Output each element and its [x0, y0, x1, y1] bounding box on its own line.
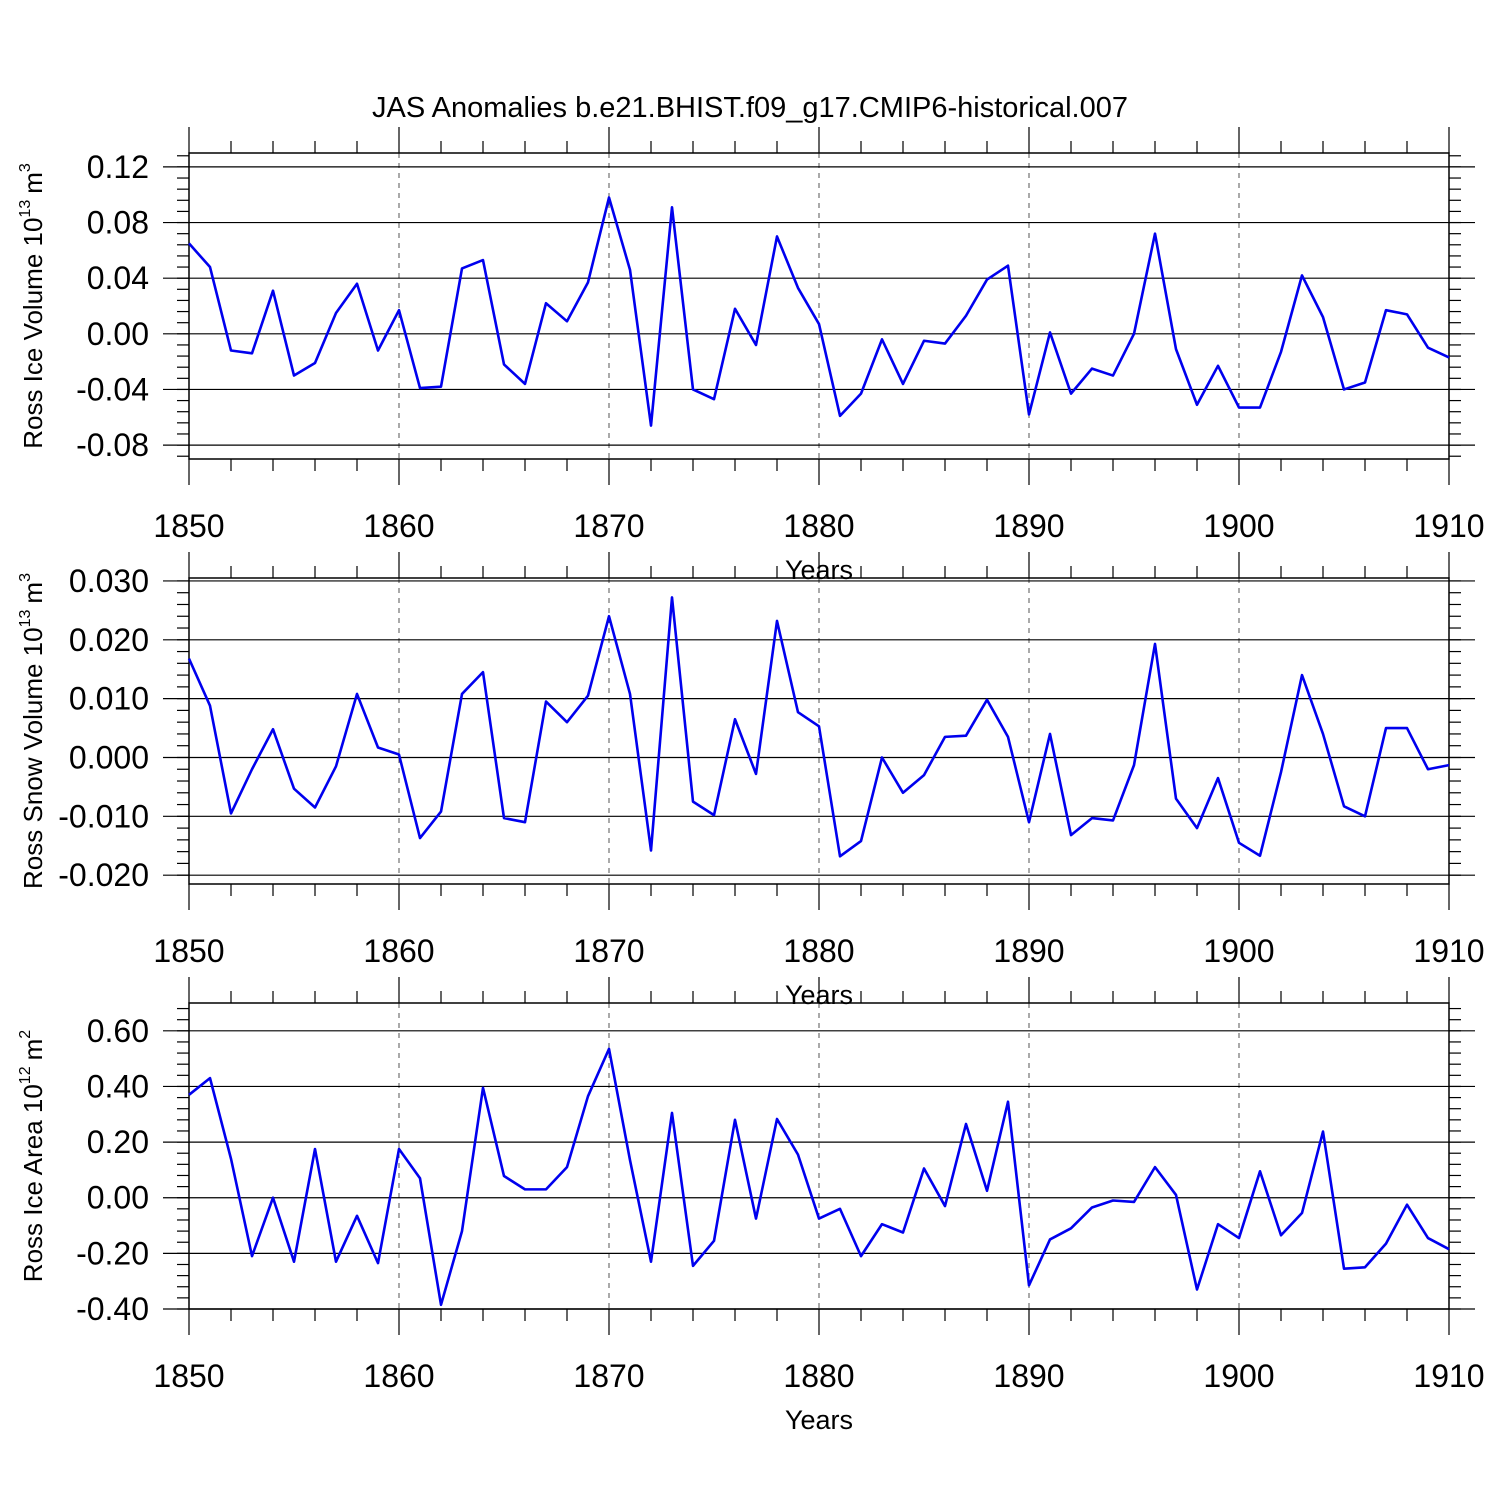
- y-axis-label-text: Ross Snow Volume 10: [18, 627, 48, 889]
- y-tick-label: 0.030: [69, 563, 149, 599]
- y-axis-label-unit: m: [18, 582, 48, 604]
- y-tick-label: 0.00: [87, 316, 149, 352]
- x-tick-label: 1860: [363, 508, 434, 544]
- x-tick-label: 1860: [363, 933, 434, 969]
- plot-frame: [188, 152, 1450, 460]
- x-tick-label: 1850: [153, 508, 224, 544]
- y-axis-label-unit-exponent: 3: [17, 163, 34, 172]
- y-tick-label: 0.40: [87, 1068, 149, 1104]
- y-axis-label: Ross Ice Area 1012 m2: [17, 1030, 48, 1282]
- y-tick-label: 0.12: [87, 149, 149, 185]
- x-tick-label: 1900: [1203, 1358, 1274, 1394]
- y-axis-label-unit-exponent: 3: [17, 573, 34, 582]
- y-tick-label: 0.020: [69, 622, 149, 658]
- x-tick-label: 1900: [1203, 508, 1274, 544]
- ross-ice-area-series-line: [188, 1047, 1450, 1307]
- y-tick-label: 0.010: [69, 681, 149, 717]
- x-tick-label: 1850: [153, 1358, 224, 1394]
- x-tick-label: 1890: [993, 1358, 1064, 1394]
- x-tick-label: 1850: [153, 933, 224, 969]
- x-tick-label: 1890: [993, 508, 1064, 544]
- y-tick-label: 0.20: [87, 1124, 149, 1160]
- ross-snow-volume-panel: 0.030 0.020 0.010 0.000 -0.010 -0.020 1850 1860…: [17, 552, 1485, 1010]
- plot-frame: [188, 1002, 1450, 1310]
- y-axis-label-unit-exponent: 2: [17, 1030, 34, 1039]
- y-axis-label-exponent: 13: [17, 609, 34, 627]
- plot-frame: [188, 577, 1450, 885]
- x-tick-label: 1870: [573, 933, 644, 969]
- x-tick-label: 1910: [1413, 508, 1484, 544]
- y-tick-label: 0.60: [87, 1013, 149, 1049]
- y-axis-label: Ross Ice Volume 1013 m3: [17, 163, 48, 449]
- y-tick-label: -0.20: [76, 1235, 149, 1271]
- x-tick-label: 1880: [783, 508, 854, 544]
- y-tick-label: 0.08: [87, 205, 149, 241]
- figure-title: JAS Anomalies b.e21.BHIST.f09_g17.CMIP6-…: [372, 92, 1128, 124]
- y-tick-label: -0.010: [58, 798, 149, 834]
- y-axis-label: Ross Snow Volume 1013 m3: [17, 573, 48, 889]
- x-tick-label: 1880: [783, 1358, 854, 1394]
- y-axis-label-exponent: 12: [17, 1066, 34, 1084]
- x-axis-label: Years: [785, 1405, 853, 1435]
- y-tick-label: -0.08: [76, 427, 149, 463]
- x-tick-label: 1860: [363, 1358, 434, 1394]
- y-tick-label: -0.04: [76, 371, 149, 407]
- y-tick-label: 0.000: [69, 739, 149, 775]
- y-tick-label: -0.020: [58, 857, 149, 893]
- y-tick-label: 0.00: [87, 1180, 149, 1216]
- x-tick-label: 1890: [993, 933, 1064, 969]
- ross-ice-volume-series-line: [188, 196, 1450, 427]
- y-axis-label-unit: m: [18, 1039, 48, 1061]
- y-axis-label-text: Ross Ice Area 10: [18, 1084, 48, 1282]
- ross-snow-volume-series-line: [187, 596, 1450, 858]
- y-tick-label: 0.04: [87, 260, 149, 296]
- x-tick-label: 1870: [573, 1358, 644, 1394]
- y-axis-label-unit: m: [18, 172, 48, 194]
- ross-ice-volume-panel: 0.12 0.08 0.04 0.00 -0.04 -0.08 1850 1860 1870 18…: [17, 127, 1485, 585]
- x-tick-label: 1900: [1203, 933, 1274, 969]
- x-tick-label: 1870: [573, 508, 644, 544]
- x-tick-label: 1910: [1413, 1358, 1484, 1394]
- y-axis-label-text: Ross Ice Volume 10: [18, 218, 48, 449]
- x-tick-label: 1880: [783, 933, 854, 969]
- x-tick-label: 1910: [1413, 933, 1484, 969]
- y-axis-label-exponent: 13: [17, 200, 34, 218]
- panels: 0.12 0.08 0.04 0.00 -0.04 -0.08 1850 1860 1870 18…: [17, 127, 1485, 1435]
- y-tick-label: -0.40: [76, 1291, 149, 1327]
